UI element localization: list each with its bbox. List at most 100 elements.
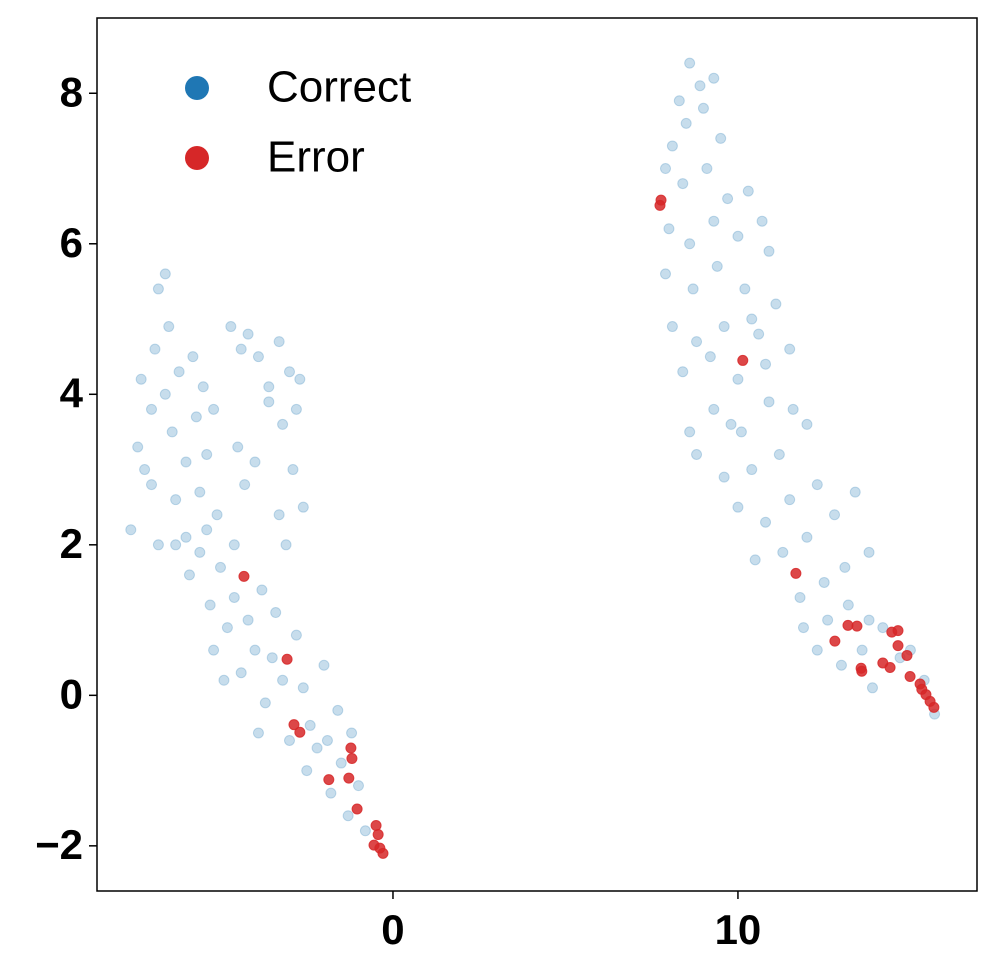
point xyxy=(287,464,299,476)
point xyxy=(259,697,271,709)
point xyxy=(811,479,823,491)
point xyxy=(297,682,309,694)
point xyxy=(666,140,678,152)
point xyxy=(170,539,182,551)
legend-marker xyxy=(185,76,209,100)
point xyxy=(677,366,689,378)
point xyxy=(159,268,171,280)
point xyxy=(256,584,268,596)
point xyxy=(228,591,240,603)
x-tick-label: 10 xyxy=(715,906,762,953)
point xyxy=(732,230,744,242)
point xyxy=(194,546,206,558)
point xyxy=(277,674,289,686)
point xyxy=(722,193,734,205)
point xyxy=(718,321,730,333)
point xyxy=(811,644,823,656)
point xyxy=(822,614,834,626)
point xyxy=(351,803,363,815)
point xyxy=(301,765,313,777)
legend-label: Error xyxy=(267,133,365,182)
point xyxy=(666,321,678,333)
point xyxy=(346,753,358,765)
point xyxy=(218,674,230,686)
point xyxy=(235,343,247,355)
point xyxy=(277,418,289,430)
point xyxy=(691,336,703,348)
point xyxy=(263,396,275,408)
point xyxy=(249,456,261,468)
point xyxy=(370,820,382,832)
point xyxy=(839,561,851,573)
legend-marker xyxy=(185,146,209,170)
point xyxy=(163,321,175,333)
point xyxy=(345,742,357,754)
point xyxy=(659,268,671,280)
point xyxy=(152,539,164,551)
point xyxy=(283,734,295,746)
point xyxy=(763,245,775,257)
point xyxy=(835,659,847,671)
y-tick-label: 2 xyxy=(60,520,83,567)
point xyxy=(170,494,182,506)
point xyxy=(263,381,275,393)
point xyxy=(352,780,364,792)
point xyxy=(742,185,754,197)
plot-frame xyxy=(96,17,978,892)
point xyxy=(208,644,220,656)
point xyxy=(842,619,854,631)
point xyxy=(187,351,199,363)
point xyxy=(242,614,254,626)
point xyxy=(146,479,158,491)
point xyxy=(760,516,772,528)
point xyxy=(204,599,216,611)
point xyxy=(197,381,209,393)
point xyxy=(787,403,799,415)
point xyxy=(856,644,868,656)
point xyxy=(201,524,213,536)
point xyxy=(654,199,666,211)
point xyxy=(691,449,703,460)
point xyxy=(249,644,261,656)
point xyxy=(323,774,335,786)
point xyxy=(746,313,758,325)
point xyxy=(725,418,737,430)
point xyxy=(735,426,747,438)
point xyxy=(677,178,689,190)
point xyxy=(904,671,916,683)
point xyxy=(892,640,904,652)
point xyxy=(773,449,785,460)
point xyxy=(697,102,709,114)
point xyxy=(180,531,192,543)
point xyxy=(746,464,758,476)
y-tick-label: 6 xyxy=(60,219,83,266)
point xyxy=(270,607,282,619)
point xyxy=(377,847,389,859)
point xyxy=(152,283,164,295)
point xyxy=(132,441,144,453)
point xyxy=(694,80,706,92)
point xyxy=(892,625,904,637)
point xyxy=(146,403,158,415)
point xyxy=(335,757,347,769)
point xyxy=(273,509,285,521)
point xyxy=(159,388,171,400)
point xyxy=(342,810,354,822)
point xyxy=(242,328,254,340)
point xyxy=(238,570,250,582)
point xyxy=(851,620,863,632)
point xyxy=(232,441,244,453)
point xyxy=(297,501,309,513)
point xyxy=(704,351,716,363)
point xyxy=(801,531,813,543)
point xyxy=(756,215,768,227)
point xyxy=(708,215,720,227)
point xyxy=(818,576,830,588)
point xyxy=(770,298,782,310)
point xyxy=(663,223,675,235)
point xyxy=(343,772,355,784)
point xyxy=(680,117,692,129)
point xyxy=(739,283,751,295)
point xyxy=(863,614,875,626)
